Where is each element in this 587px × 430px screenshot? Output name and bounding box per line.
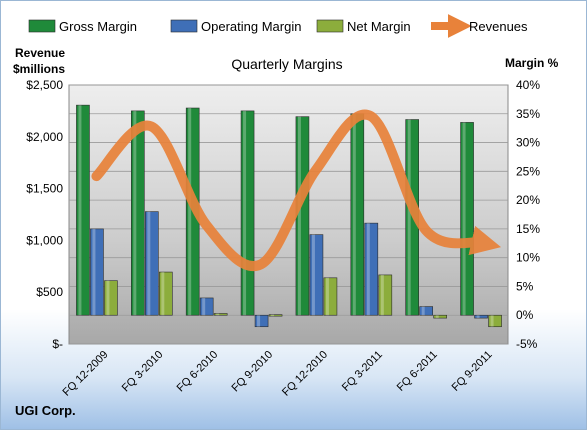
gross-margin-bar-highlight [352, 113, 356, 316]
operating-margin-legend-swatch [170, 19, 198, 33]
right-tick-label: 10% [516, 251, 540, 265]
operating-margin-bar [90, 228, 104, 316]
left-tick-label: $2,000 [26, 130, 63, 144]
x-tick-label: FQ 3-2011 [340, 349, 385, 394]
operating-margin-bar [364, 222, 379, 316]
operating-margin-bar [145, 211, 159, 316]
x-tick-label: FQ 3-2010 [120, 349, 166, 395]
gross-margin-bar-highlight [462, 122, 466, 316]
net-margin-legend-swatch [316, 19, 344, 33]
operating-margin-bar [309, 234, 324, 316]
operating-margin-bar [474, 314, 488, 319]
gross-margin-bar [460, 122, 474, 316]
operating-margin-bar-highlight [202, 297, 206, 316]
right-tick-label: 25% [516, 164, 540, 178]
right-tick-label: 20% [516, 193, 540, 207]
net-margin-bar [323, 277, 338, 316]
net-margin-bar [488, 314, 502, 328]
gross-margin-legend-swatch [28, 19, 56, 33]
gross-margin-bar-highlight [297, 116, 301, 316]
x-tick-label: FQ 9-2010 [230, 349, 276, 395]
net-margin-bar [213, 313, 228, 316]
right-tick-label: 15% [516, 222, 540, 236]
net-margin-bar-highlight [435, 315, 439, 319]
operating-margin-bar-highlight [92, 228, 96, 316]
left-axis-title: Revenue [15, 46, 65, 60]
net-margin-bar [378, 274, 393, 316]
net-margin-bar [159, 271, 173, 316]
left-axis: $- $500 $1,000 $1,500 $2,000 $2,500 [26, 78, 63, 351]
net-margin-bar-highlight [325, 277, 329, 316]
right-tick-label: 40% [516, 78, 540, 92]
left-tick-label: $2,500 [26, 78, 63, 92]
left-tick-label: $- [52, 337, 63, 351]
operating-margin-bar-highlight [311, 234, 315, 316]
company-name: UGI Corp. [15, 403, 76, 418]
left-tick-label: $1,000 [26, 233, 63, 247]
gross-margin-bar-highlight [243, 110, 247, 316]
operating-margin-bar [254, 314, 269, 328]
operating-margin-bar-highlight [476, 315, 480, 319]
revenues-legend-label: Revenues [469, 19, 528, 34]
chart-title: Quarterly Margins [231, 56, 342, 72]
left-tick-label: $500 [36, 285, 63, 299]
net-margin-bar-highlight [271, 314, 275, 317]
gross-margin-bar-highlight [78, 105, 82, 316]
net-margin-bar-highlight [490, 315, 494, 327]
x-tick-label: FQ 6-2010 [175, 349, 221, 395]
right-tick-label: 5% [516, 279, 534, 293]
left-axis-title-unit: $millions [13, 62, 65, 76]
revenues-line [91, 109, 502, 271]
right-tick-label: 35% [516, 107, 540, 121]
net-margin-bar [104, 280, 118, 316]
operating-margin-bar-highlight [421, 306, 425, 316]
right-tick-label: 30% [516, 136, 540, 150]
net-margin-bar [268, 314, 283, 317]
net-margin-bar-highlight [380, 274, 384, 316]
left-tick-label: $1,500 [26, 182, 63, 196]
operating-margin-bar [419, 306, 433, 316]
gross-margin-bar [295, 116, 310, 316]
net-margin-bar-highlight [161, 272, 165, 316]
operating-margin-legend-label: Operating Margin [201, 19, 301, 34]
gross-margin-bar [240, 110, 255, 316]
right-tick-label: -5% [516, 337, 538, 351]
gross-margin-bar [76, 104, 90, 316]
operating-margin-bar [199, 297, 214, 316]
plot-area [68, 84, 509, 345]
operating-margin-bar-highlight [366, 223, 370, 316]
legend: Gross Margin Operating Margin Net Margin Re… [28, 14, 528, 38]
x-tick-label: FQ 6-2011 [395, 349, 440, 394]
net-margin-legend-label: Net Margin [347, 19, 411, 34]
x-tick-label: FQ 12-2009 [61, 349, 111, 399]
x-axis: FQ 12-2009 FQ 3-2010 FQ 6-2010 FQ 9-2010 FQ … [61, 349, 495, 399]
right-axis-title: Margin % [505, 56, 559, 70]
right-axis: -5% 0% 5% 10% 15% 20% 25% 30% 35% 40% [516, 78, 540, 351]
gross-margin-bar [131, 110, 145, 316]
net-margin-bar [433, 314, 447, 319]
net-margin-bar-highlight [106, 280, 110, 316]
x-tick-label: FQ 12-2010 [280, 349, 330, 399]
operating-margin-bar-highlight [147, 211, 151, 316]
net-margin-bar-highlight [216, 313, 220, 316]
x-tick-label: FQ 9-2011 [450, 349, 495, 394]
right-tick-label: 0% [516, 308, 534, 322]
gross-margin-bar [350, 113, 365, 316]
gross-margin-bar-highlight [407, 119, 411, 316]
gross-margin-bar-highlight [133, 110, 137, 316]
gross-margin-legend-label: Gross Margin [59, 19, 137, 34]
operating-margin-bar-highlight [257, 315, 261, 327]
gross-margin-bar-highlight [188, 108, 192, 316]
